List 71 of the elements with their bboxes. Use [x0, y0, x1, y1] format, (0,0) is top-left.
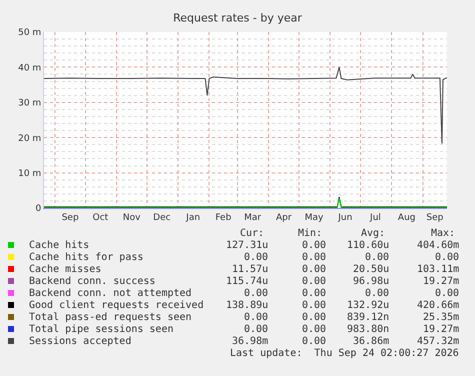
- text: Avg:: [361, 228, 386, 239]
- y-tick-label: 0: [35, 204, 42, 214]
- legend-label: Total pipe sessions seen: [29, 324, 174, 335]
- text: 138.89u: [226, 300, 268, 311]
- text: 0.00: [302, 252, 326, 263]
- text: 0.00: [244, 324, 268, 335]
- text: 0.00: [302, 264, 326, 275]
- text: 0.00: [244, 288, 268, 299]
- legend-label: Cache hits: [29, 240, 90, 251]
- x-tick-label: Nov: [122, 212, 142, 223]
- legend-label: Good client requests received: [29, 300, 204, 311]
- text: 0.00: [435, 288, 460, 299]
- text: 0.00: [435, 252, 460, 263]
- text: 115.74u: [226, 276, 268, 287]
- legend-label: Backend conn. not attempted: [29, 288, 192, 299]
- y-tick-label: 20 m: [18, 134, 42, 144]
- text: 0.00: [244, 312, 268, 323]
- text: 0.00: [244, 252, 268, 263]
- x-tick-label: Jul: [369, 212, 381, 223]
- y-tick-label: 30 m: [18, 98, 42, 109]
- y-tick-label: 40 m: [18, 63, 42, 74]
- legend-label: Cache hits for pass: [29, 252, 144, 263]
- text: 96.98u: [353, 276, 390, 287]
- legend-label: Total pass-ed requests seen: [29, 312, 192, 323]
- text: 11.57u: [232, 264, 268, 275]
- chart-title: Request rates - by year: [173, 12, 302, 25]
- line-series: [44, 66, 447, 144]
- legend-label: Backend conn. success: [29, 276, 156, 287]
- x-tick-label: Apr: [276, 212, 292, 223]
- text: 20.50u: [353, 264, 390, 275]
- text: 0.00: [302, 324, 326, 335]
- x-tick-label: Feb: [215, 212, 232, 223]
- text: Last update: Thu Sep 24 02:00:27 2026: [230, 348, 459, 359]
- text: 983.80n: [347, 324, 390, 335]
- text: 110.60u: [347, 240, 390, 251]
- x-tick-label: Jan: [185, 212, 200, 223]
- x-tick-label: Oct: [92, 212, 109, 223]
- text: 0.00: [302, 300, 326, 311]
- text: Cur:: [240, 228, 264, 239]
- y-tick-label: 50 m: [18, 28, 42, 38]
- text: 132.92u: [347, 300, 390, 311]
- x-tick-label: May: [304, 212, 324, 223]
- text: 0.00: [365, 252, 390, 263]
- text: 839.12n: [347, 312, 390, 323]
- text: 0.00: [365, 288, 390, 299]
- text: 0.00: [302, 276, 326, 287]
- text: 404.60m: [417, 240, 460, 251]
- text: 19.27m: [423, 324, 460, 335]
- text: 0.00: [302, 288, 326, 299]
- text: 25.35m: [423, 312, 460, 323]
- x-tick-label: Sep: [62, 212, 79, 223]
- x-tick-label: Aug: [398, 212, 416, 223]
- text: Min:: [298, 228, 322, 239]
- text: 103.11m: [417, 264, 460, 275]
- text: 19.27m: [423, 276, 460, 287]
- text: 0.00: [302, 312, 326, 323]
- text: 36.98m: [232, 336, 268, 347]
- x-tick-label: Jun: [337, 212, 352, 223]
- legend-label: Cache misses: [29, 264, 102, 275]
- x-tick-label: Sep: [426, 212, 444, 223]
- text: Max:: [431, 228, 456, 239]
- x-tick-label: Mar: [244, 212, 262, 223]
- legend-label: Sessions accepted: [29, 336, 132, 347]
- text: 127.31u: [226, 240, 268, 251]
- text: 457.32m: [417, 336, 460, 347]
- text: 36.86m: [353, 336, 390, 347]
- x-tick-label: Dec: [153, 212, 171, 223]
- y-tick-label: 10 m: [18, 168, 42, 179]
- text: 420.66m: [417, 300, 460, 311]
- text: 0.00: [302, 336, 326, 347]
- text: 0.00: [302, 240, 326, 251]
